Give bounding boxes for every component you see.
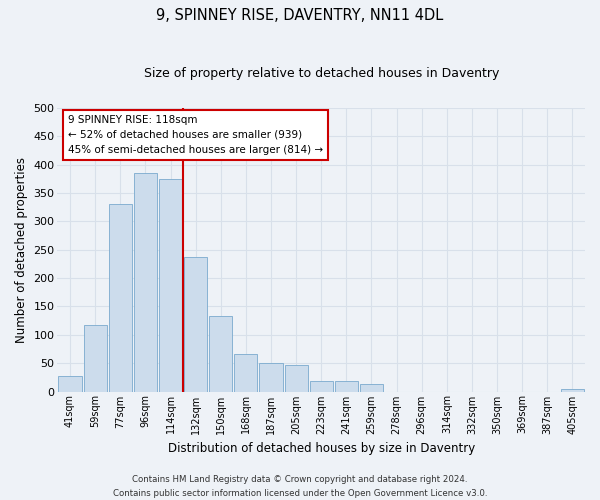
Text: 9 SPINNEY RISE: 118sqm
← 52% of detached houses are smaller (939)
45% of semi-de: 9 SPINNEY RISE: 118sqm ← 52% of detached… [68,115,323,154]
X-axis label: Distribution of detached houses by size in Daventry: Distribution of detached houses by size … [167,442,475,455]
Bar [310,380,333,392]
Title: Size of property relative to detached houses in Daventry: Size of property relative to detached ho… [143,68,499,80]
Bar [284,366,308,392]
Bar [58,376,82,392]
Bar [134,174,157,392]
Bar [561,388,584,392]
Bar [184,257,207,392]
Text: 9, SPINNEY RISE, DAVENTRY, NN11 4DL: 9, SPINNEY RISE, DAVENTRY, NN11 4DL [157,8,443,22]
Bar [335,380,358,392]
Bar [235,354,257,392]
Text: Contains HM Land Registry data © Crown copyright and database right 2024.
Contai: Contains HM Land Registry data © Crown c… [113,476,487,498]
Bar [209,316,232,392]
Bar [109,204,132,392]
Bar [83,325,107,392]
Bar [159,179,182,392]
Bar [360,384,383,392]
Bar [259,363,283,392]
Y-axis label: Number of detached properties: Number of detached properties [15,157,28,343]
